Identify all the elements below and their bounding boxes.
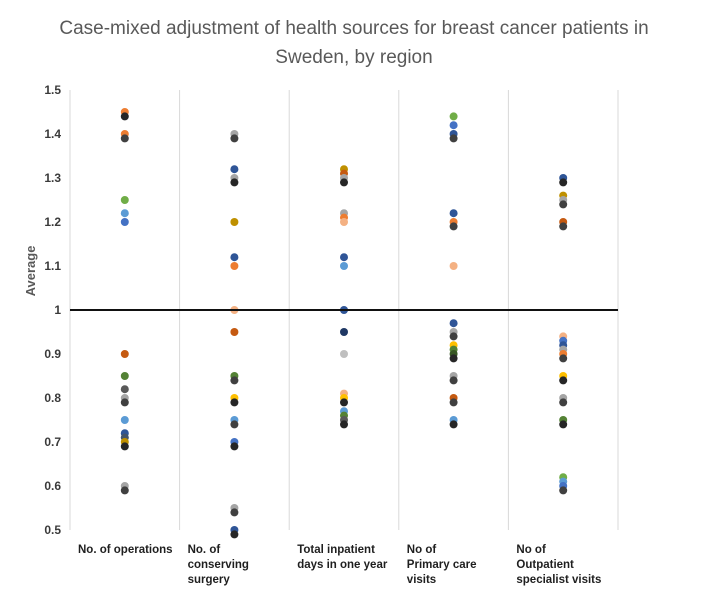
- y-tick-label: 0.8: [44, 391, 61, 405]
- data-point: [340, 328, 348, 336]
- data-point: [340, 262, 348, 270]
- data-point: [120, 486, 129, 495]
- data-point: [449, 262, 458, 270]
- data-point: [120, 398, 129, 407]
- y-tick-label: 1.3: [44, 171, 61, 185]
- data-point: [120, 416, 129, 424]
- data-point: [559, 486, 568, 495]
- data-point: [120, 442, 129, 451]
- data-point: [449, 398, 458, 407]
- x-tick-label: No. of conserving surgery: [187, 544, 249, 586]
- data-point: [449, 319, 458, 328]
- data-point: [449, 420, 458, 429]
- data-point: [230, 530, 239, 539]
- data-point: [449, 112, 458, 121]
- data-point: [230, 376, 239, 385]
- data-point: [230, 218, 239, 226]
- data-point: [120, 218, 129, 226]
- data-point: [230, 178, 239, 187]
- data-point: [230, 508, 239, 517]
- y-tick-label: 0.7: [44, 435, 61, 449]
- y-tick-label: 0.6: [44, 479, 61, 493]
- data-point: [120, 209, 129, 218]
- data-point: [230, 442, 239, 451]
- data-point: [230, 134, 239, 143]
- data-point: [559, 398, 568, 407]
- data-point: [340, 253, 348, 262]
- data-point: [230, 420, 239, 429]
- data-point: [449, 222, 458, 231]
- data-point: [120, 385, 129, 394]
- y-tick-label: 1.4: [44, 127, 61, 141]
- data-point: [559, 222, 568, 231]
- data-point: [230, 165, 239, 174]
- data-point: [449, 209, 458, 218]
- data-point: [559, 178, 568, 187]
- chart-title: Case-mixed adjustment of health sources …: [0, 14, 708, 72]
- data-point: [230, 253, 239, 262]
- data-point: [559, 376, 568, 385]
- x-tick-label: Total inpatient days in one year: [297, 544, 388, 571]
- data-points: [120, 108, 568, 539]
- data-point: [340, 398, 348, 407]
- data-point: [120, 350, 129, 358]
- y-tick-label: 1.5: [44, 83, 61, 97]
- x-tick-label: No of Outpatient specialist visits: [516, 544, 602, 586]
- data-point: [449, 121, 458, 130]
- data-point: [340, 218, 348, 226]
- data-point: [230, 262, 239, 270]
- y-tick-label: 1: [54, 303, 61, 317]
- y-tick-label: 1.1: [44, 259, 61, 273]
- chart-title-line-1: Case-mixed adjustment of health sources …: [59, 18, 649, 39]
- data-point: [340, 178, 348, 187]
- x-tick-label: No. of operations: [78, 544, 173, 556]
- data-point: [449, 134, 458, 143]
- data-point: [120, 112, 129, 121]
- y-tick-label: 0.9: [44, 347, 61, 361]
- data-point: [340, 420, 348, 429]
- data-point: [559, 354, 568, 363]
- data-point: [559, 200, 568, 209]
- y-tick-label: 1.2: [44, 215, 61, 229]
- data-point: [230, 328, 239, 336]
- data-point: [559, 420, 568, 429]
- data-point: [449, 332, 458, 341]
- x-tick-label: No of Primary care visits: [406, 544, 477, 586]
- data-point: [230, 398, 239, 407]
- data-point: [120, 372, 129, 380]
- data-point: [340, 350, 348, 358]
- data-point: [449, 376, 458, 385]
- y-axis-label: Average: [23, 246, 38, 297]
- y-tick-label: 0.5: [44, 523, 61, 537]
- y-axis-ticks: 0.5 0.6 0.7 0.8 0.9 1 1.1 1.2 1.3 1.4 1.5: [44, 83, 61, 537]
- data-point: [120, 134, 129, 143]
- chart-title-line-2: Sweden, by region: [275, 47, 433, 68]
- data-point: [449, 354, 458, 363]
- data-point: [120, 196, 129, 204]
